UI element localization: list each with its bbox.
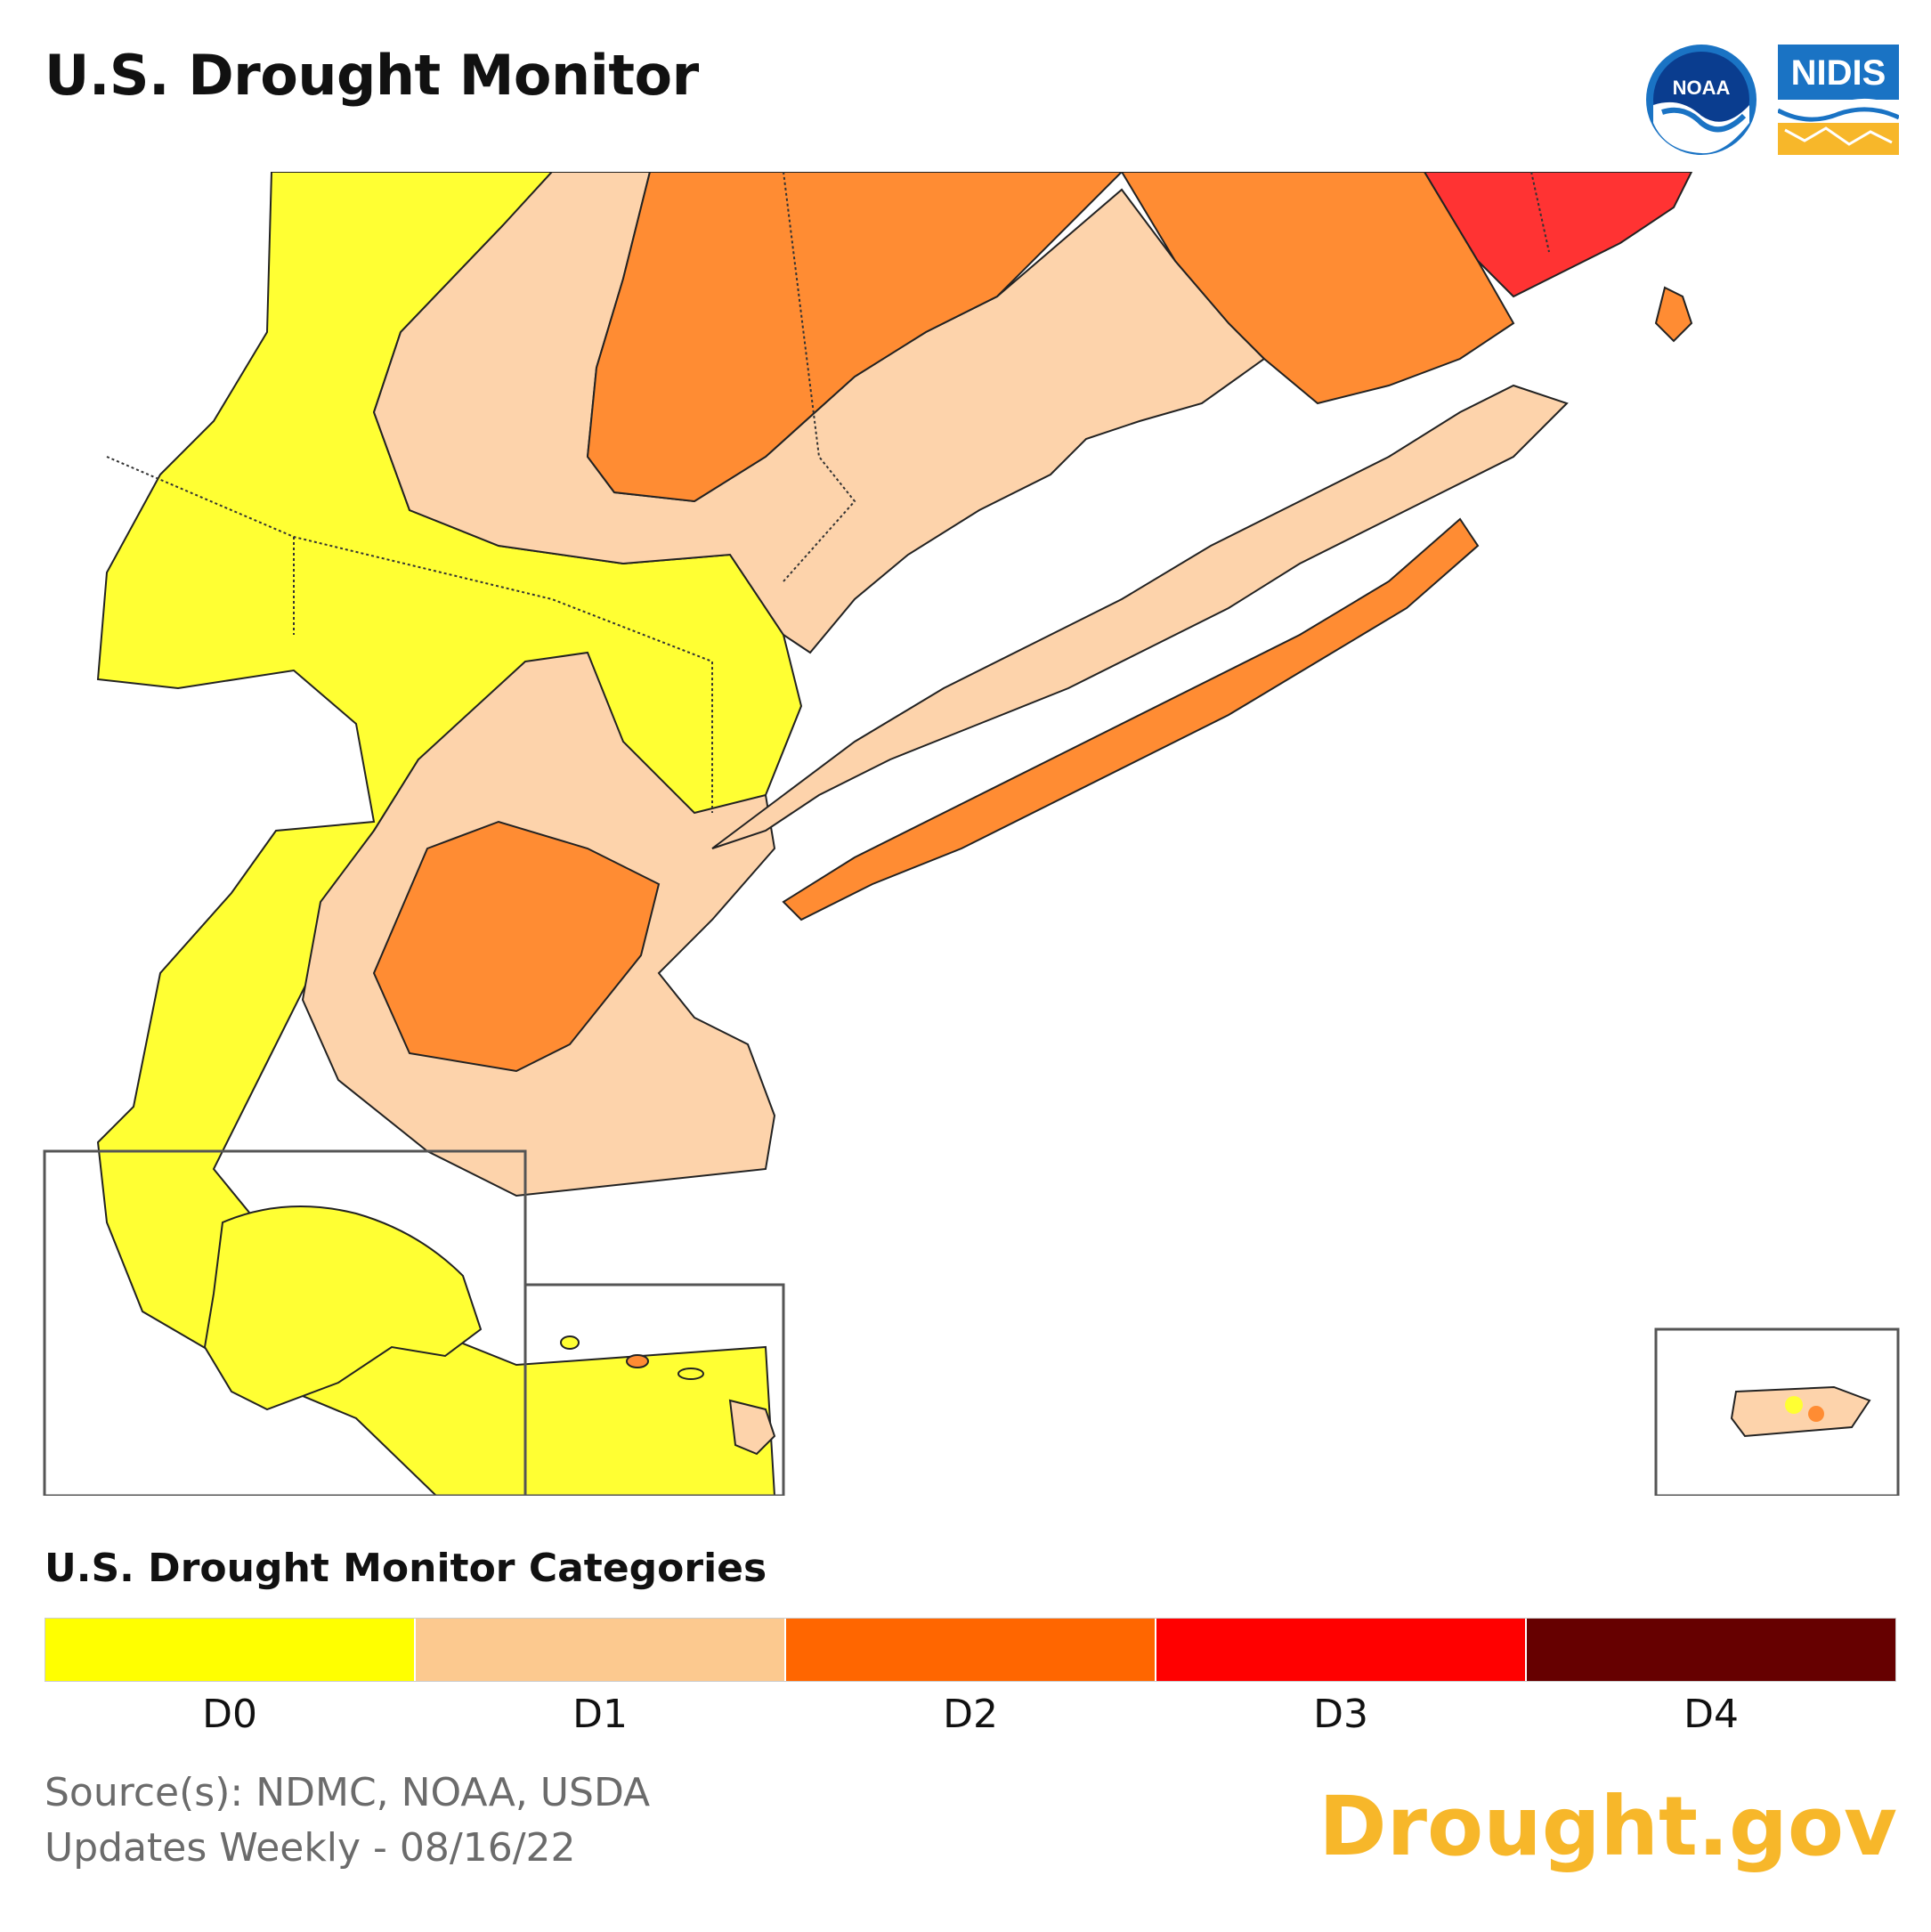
legend-swatch-d2	[786, 1619, 1156, 1681]
d3-region-ri	[1423, 172, 1693, 298]
alaska-shape	[203, 1205, 483, 1411]
d2-block-island	[1654, 286, 1693, 343]
legend-swatch-d4	[1527, 1619, 1895, 1681]
source-text: Source(s): NDMC, NOAA, USDA	[45, 1770, 651, 1815]
puerto-rico-d2	[1808, 1406, 1824, 1422]
legend-title: U.S. Drought Monitor Categories	[45, 1546, 767, 1591]
legend-label-d2: D2	[943, 1692, 998, 1737]
puerto-rico-inset-frame	[1654, 1327, 1900, 1496]
logos: NOAA NIDIS	[1644, 43, 1899, 157]
puerto-rico-d0	[1785, 1396, 1803, 1414]
page-title: U.S. Drought Monitor	[45, 43, 699, 108]
legend-bar	[45, 1618, 1896, 1682]
nidis-logo: NIDIS	[1778, 45, 1899, 155]
legend-label-d0: D0	[202, 1692, 257, 1737]
d2-region-nj	[372, 820, 661, 1073]
svg-text:NIDIS: NIDIS	[1791, 53, 1886, 93]
puerto-rico-shape	[1730, 1385, 1871, 1438]
svg-text:NOAA: NOAA	[1673, 77, 1731, 99]
drought-gov-link[interactable]: Drought.gov	[1318, 1779, 1897, 1874]
updates-text: Updates Weekly - 08/16/22	[45, 1825, 576, 1871]
noaa-logo: NOAA	[1646, 45, 1757, 155]
state-border-lines	[106, 172, 1550, 813]
legend-swatch-d0	[45, 1619, 416, 1681]
d2-region-north	[586, 172, 1124, 503]
legend-swatch-d3	[1156, 1619, 1527, 1681]
hawaii-inset-frame	[523, 1283, 785, 1496]
legend-swatch-d1	[416, 1619, 786, 1681]
legend-label-d1: D1	[572, 1692, 628, 1737]
legend-labels: D0 D1 D2 D3 D4	[45, 1692, 1896, 1737]
d2-region-li-south	[782, 517, 1480, 921]
legend-label-d4: D4	[1684, 1692, 1739, 1737]
legend-label-d3: D3	[1313, 1692, 1368, 1737]
drought-map	[43, 172, 1900, 1496]
d1-long-island	[711, 384, 1569, 849]
hawaii-islands	[560, 1335, 776, 1456]
